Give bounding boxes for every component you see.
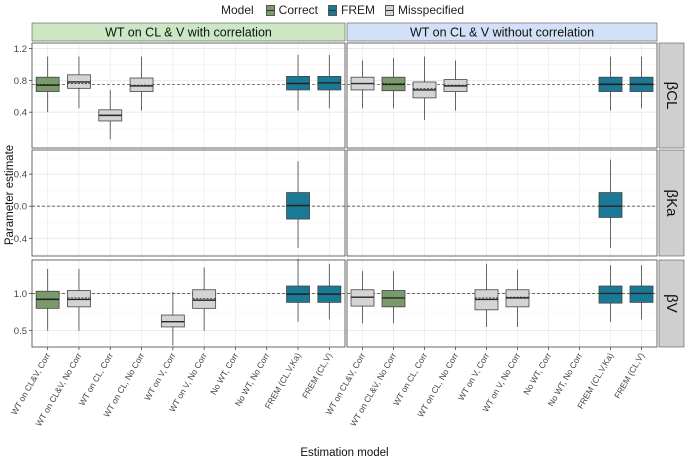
x-tick-label: FREM (CL,V)	[300, 351, 334, 400]
legend: Model Correct FREM Misspecified	[0, 0, 685, 20]
x-tick-label: FREM (CL,V)	[612, 351, 646, 400]
legend-key-correct	[265, 4, 275, 16]
column-strip-label: WT on CL & V without correlation	[410, 26, 594, 40]
row-strip-label: βV	[663, 294, 680, 313]
box	[598, 192, 623, 218]
box	[381, 290, 406, 308]
legend-item-correct: Correct	[265, 3, 318, 17]
x-axis-title: Estimation model	[300, 447, 388, 459]
box	[350, 289, 375, 307]
panel-border	[31, 42, 346, 149]
y-tick-label: 1.0	[14, 289, 27, 300]
column-strip	[31, 22, 346, 42]
panel-border	[346, 149, 658, 257]
panel-background	[347, 43, 657, 148]
x-tick-label: WT on V, Corr	[456, 351, 491, 402]
x-tick-label: No WT, Corr	[208, 351, 240, 397]
legend-label-misspecified: Misspecified	[398, 3, 465, 17]
column-strip-label: WT on CL & V with correlation	[105, 26, 272, 40]
panel-border	[346, 42, 658, 149]
box	[598, 285, 623, 304]
x-tick-label: No WT, Corr	[521, 351, 553, 397]
box	[160, 314, 185, 328]
y-tick-label: 0.5	[14, 326, 27, 337]
y-tick-label: 0.8	[14, 76, 27, 87]
y-tick-label: 1.2	[14, 44, 27, 55]
y-tick-label: 0.4	[14, 108, 27, 119]
panel-background	[32, 43, 345, 148]
row-strip	[658, 259, 685, 348]
column-strip	[346, 22, 658, 42]
panel-border	[31, 149, 346, 257]
box	[67, 290, 91, 308]
y-axis-title: Parameter estimate	[4, 145, 16, 245]
x-tick-label: WT on V, Corr	[142, 351, 177, 402]
box	[629, 285, 654, 303]
legend-title: Model	[220, 3, 254, 17]
panel-border	[31, 259, 346, 348]
row-strip	[658, 149, 685, 257]
y-tick-label: 0.4	[14, 170, 27, 181]
legend-key-frem	[328, 4, 337, 16]
legend-item-misspecified: Misspecified	[385, 3, 464, 17]
legend-item-frem: FREM	[328, 3, 375, 17]
legend-key-misspecified	[385, 4, 394, 16]
y-tick-label: 0.0	[14, 202, 27, 213]
row-strip-label: βKa	[663, 190, 680, 218]
row-strip	[658, 42, 685, 149]
legend-label-correct: Correct	[278, 3, 318, 17]
legend-label-frem: FREM	[341, 3, 375, 17]
row-strip-label: βCL	[663, 82, 680, 110]
panel-border	[346, 259, 658, 348]
y-tick-label: -0.4	[11, 234, 27, 245]
